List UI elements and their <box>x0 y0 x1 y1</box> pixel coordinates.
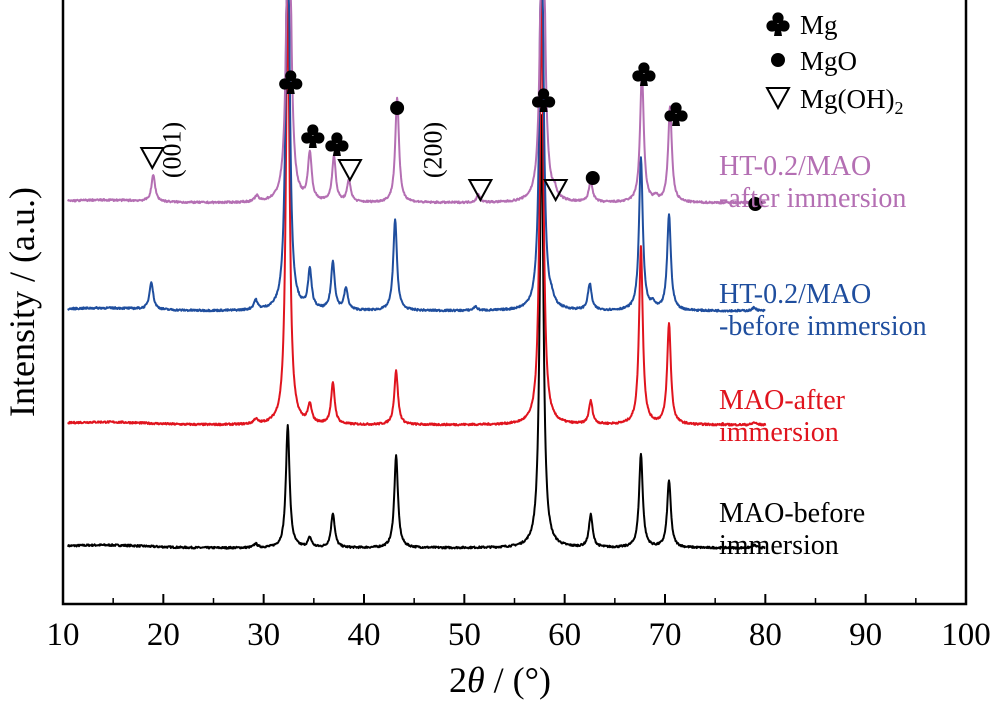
crystal-plane-label: (200) <box>418 122 447 178</box>
mg-club-marker <box>531 88 556 112</box>
legend-label: Mg(OH)2 <box>800 84 904 118</box>
peak-markers <box>139 62 763 211</box>
mgoh2-triangle-marker <box>139 147 165 171</box>
x-tick-label: 50 <box>448 617 481 653</box>
mgo-dot-marker <box>771 53 785 67</box>
x-tick-label: 100 <box>941 617 991 653</box>
mgo-dot-marker <box>390 101 405 115</box>
mg-club-marker <box>766 12 790 36</box>
mg-club-marker <box>279 70 303 94</box>
plane-labels: (001) (200) <box>157 122 447 178</box>
x-tick-label: 80 <box>749 617 782 653</box>
x-tick-label: 40 <box>348 617 381 653</box>
series-line-2 <box>67 0 767 427</box>
series-label: HT-0.2/MAO -before immersion <box>719 279 927 342</box>
mg-club-marker <box>301 124 325 148</box>
x-tick-label: 30 <box>247 617 280 653</box>
series-label: MAO-after immersion <box>719 385 846 448</box>
x-tick-label: 60 <box>548 617 581 653</box>
y-axis-title: Intensity / (a.u.) <box>2 187 42 417</box>
series-labels: MAO-before immersion MAO-after immersion HT-… <box>719 151 927 561</box>
x-tick-label: 10 <box>47 617 80 653</box>
crystal-plane-label: (001) <box>157 122 186 178</box>
series-label: MAO-before immersion <box>719 498 865 561</box>
series-line-3 <box>67 0 766 313</box>
mgoh2-triangle-marker <box>765 87 791 111</box>
mgoh2-triangle-marker <box>467 179 494 203</box>
x-ticks: 10 20 30 40 50 60 70 80 90 100 <box>47 594 991 653</box>
series-line-4 <box>67 0 767 205</box>
series-label: HT-0.2/MAO -after immersion <box>719 151 906 214</box>
legend-label: MgO <box>800 46 857 76</box>
series-line-1 <box>67 114 766 550</box>
plot-area: 10 20 30 40 50 60 70 80 90 100 (001) (200) MAO-bef… <box>47 0 991 653</box>
legend: Mg MgO Mg(OH)2 <box>765 10 904 118</box>
mg-club-marker <box>632 62 656 86</box>
mg-club-marker <box>325 132 349 156</box>
mgo-dot-marker <box>585 171 600 185</box>
legend-label: Mg <box>800 10 838 40</box>
x-axis-title: 2θ / (°) <box>449 660 551 700</box>
x-tick-label: 20 <box>147 617 180 653</box>
mgoh2-triangle-marker <box>337 159 363 183</box>
mgo-dot-marker <box>748 197 763 211</box>
mgoh2-triangle-marker <box>542 179 569 203</box>
series-layer <box>67 0 767 550</box>
x-tick-label: 70 <box>649 617 682 653</box>
mg-club-marker <box>664 102 688 126</box>
x-tick-label: 90 <box>849 617 882 653</box>
